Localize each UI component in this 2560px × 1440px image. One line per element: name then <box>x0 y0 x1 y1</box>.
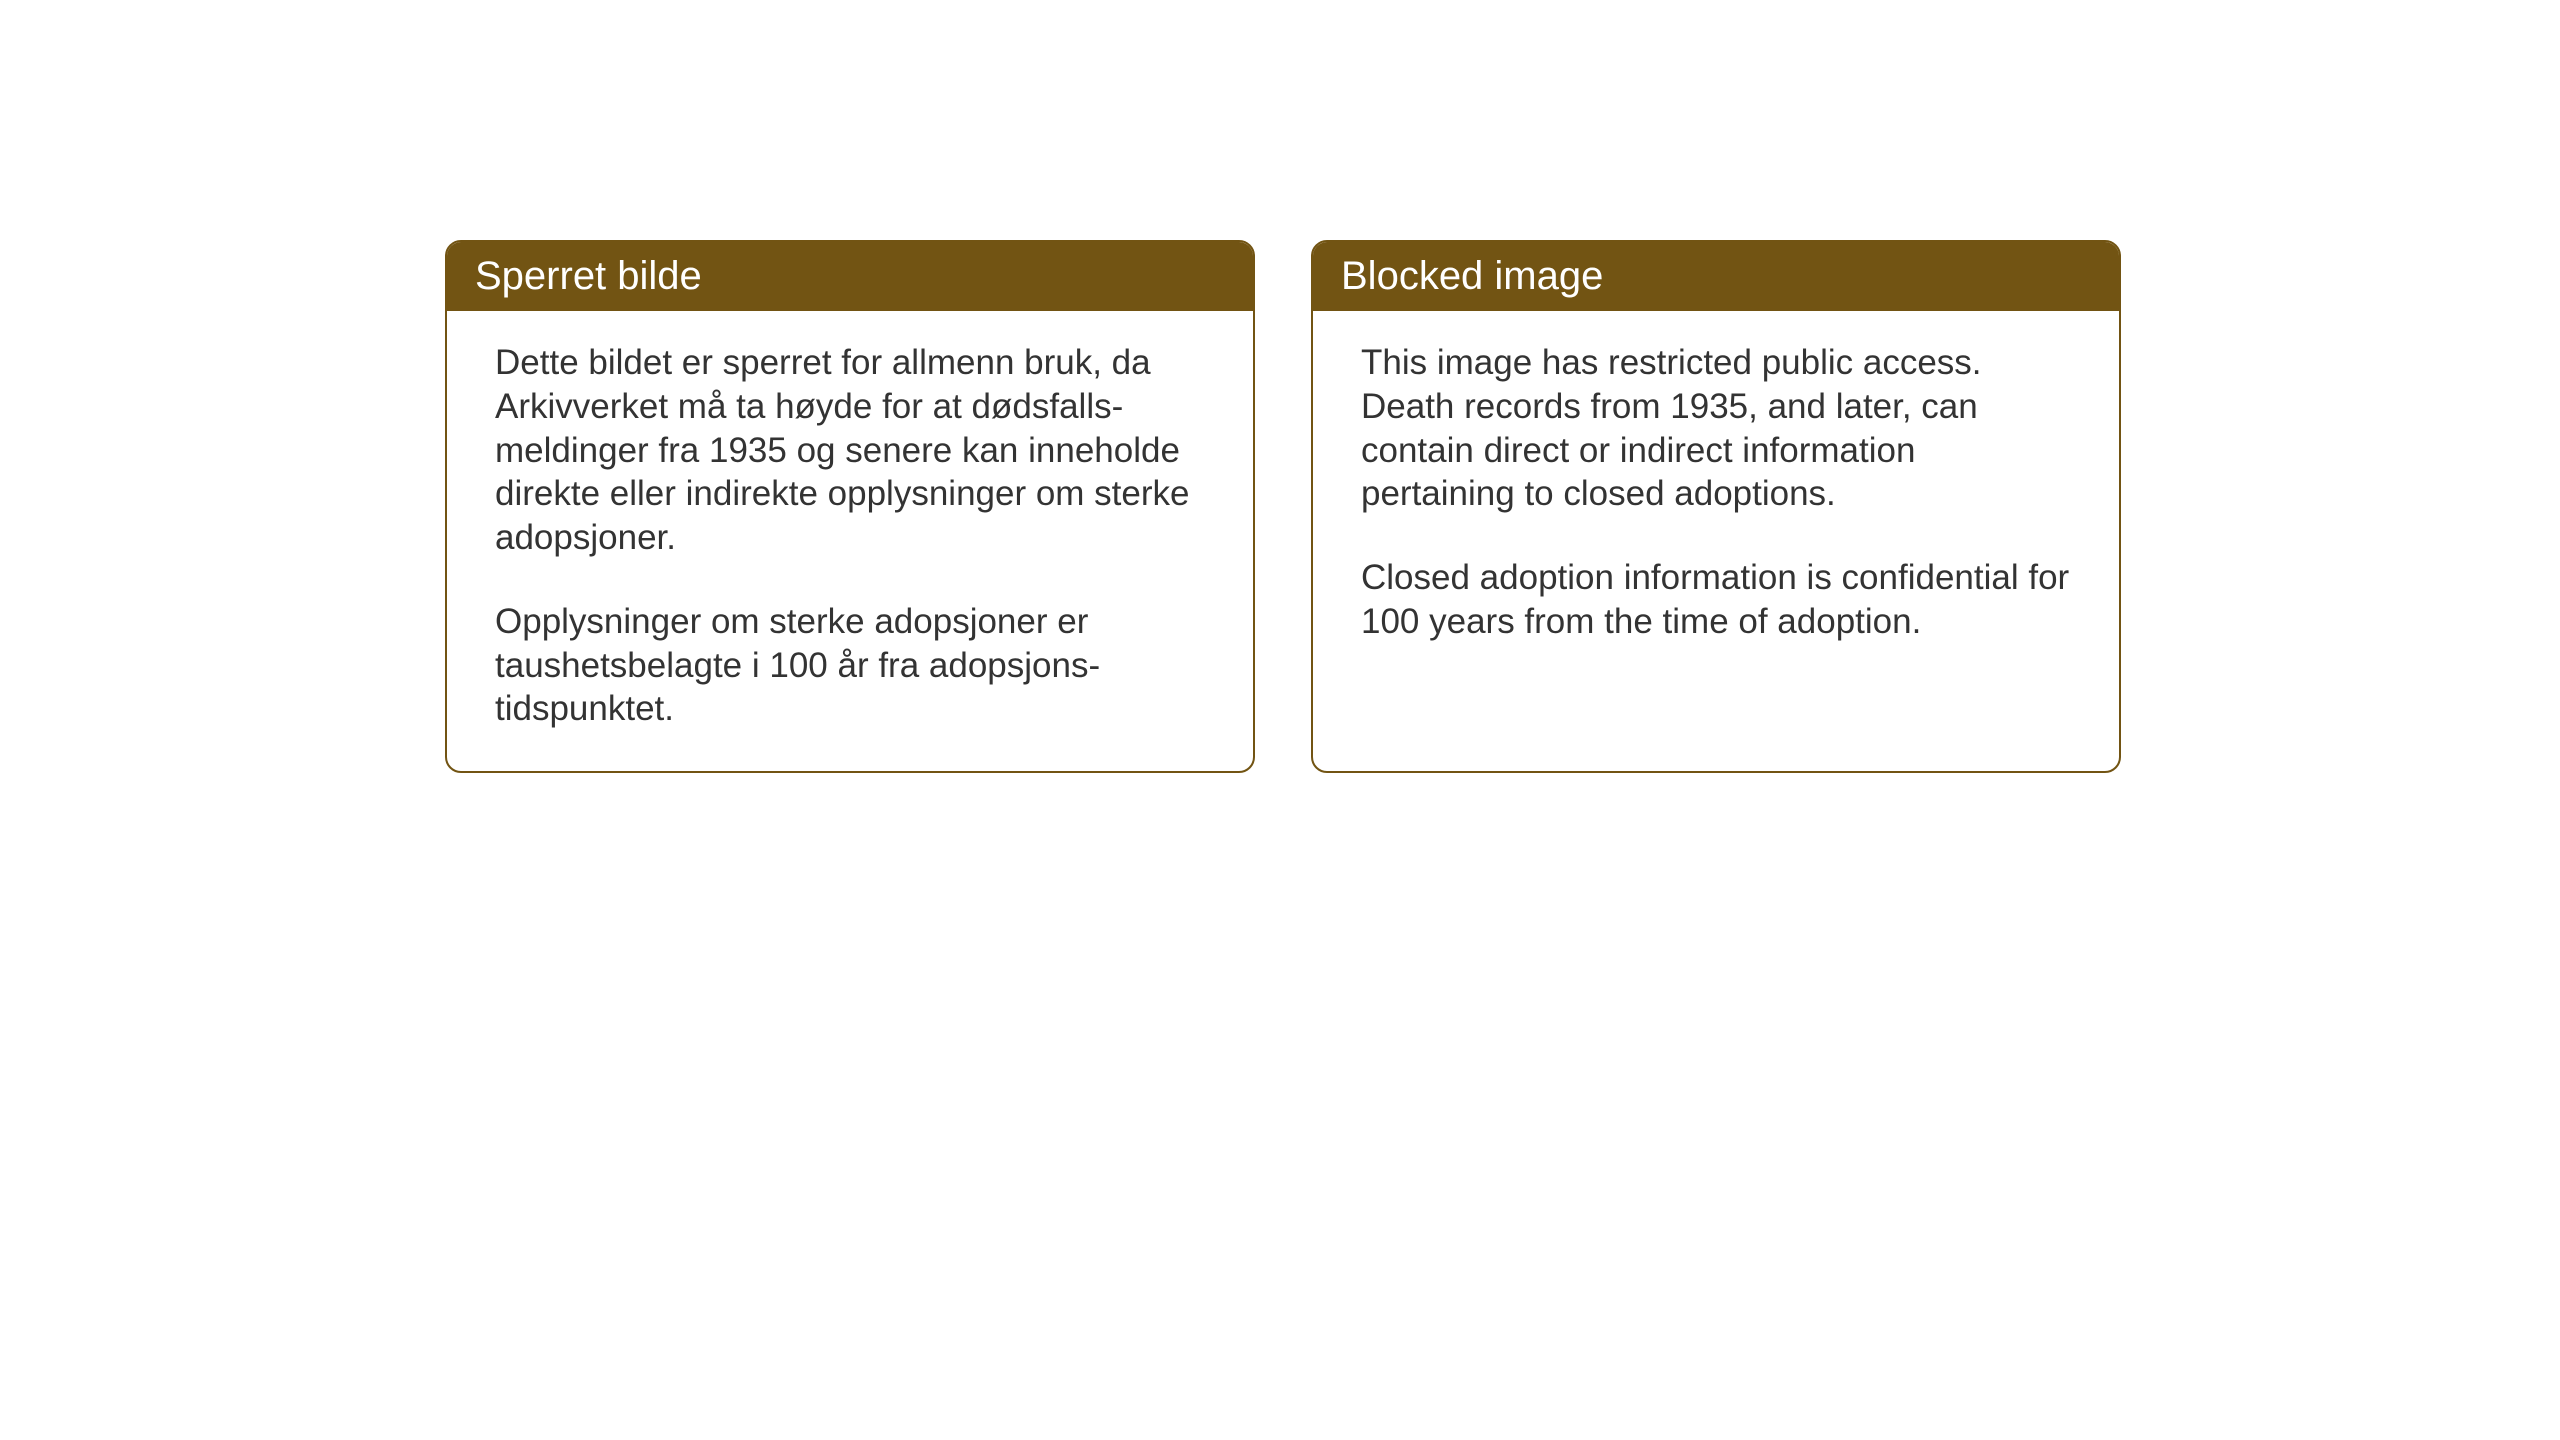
notice-header-english: Blocked image <box>1313 242 2119 311</box>
notice-body-english: This image has restricted public access.… <box>1313 311 2119 731</box>
notice-body-norwegian: Dette bildet er sperret for allmenn bruk… <box>447 311 1253 771</box>
notice-paragraph: Closed adoption information is confident… <box>1361 556 2071 644</box>
notice-paragraph: Dette bildet er sperret for allmenn bruk… <box>495 341 1205 560</box>
notice-title: Sperret bilde <box>475 254 702 298</box>
notice-paragraph: This image has restricted public access.… <box>1361 341 2071 516</box>
notice-container: Sperret bilde Dette bildet er sperret fo… <box>445 240 2121 773</box>
notice-title: Blocked image <box>1341 254 1603 298</box>
notice-header-norwegian: Sperret bilde <box>447 242 1253 311</box>
notice-paragraph: Opplysninger om sterke adopsjoner er tau… <box>495 600 1205 731</box>
notice-card-english: Blocked image This image has restricted … <box>1311 240 2121 773</box>
notice-card-norwegian: Sperret bilde Dette bildet er sperret fo… <box>445 240 1255 773</box>
